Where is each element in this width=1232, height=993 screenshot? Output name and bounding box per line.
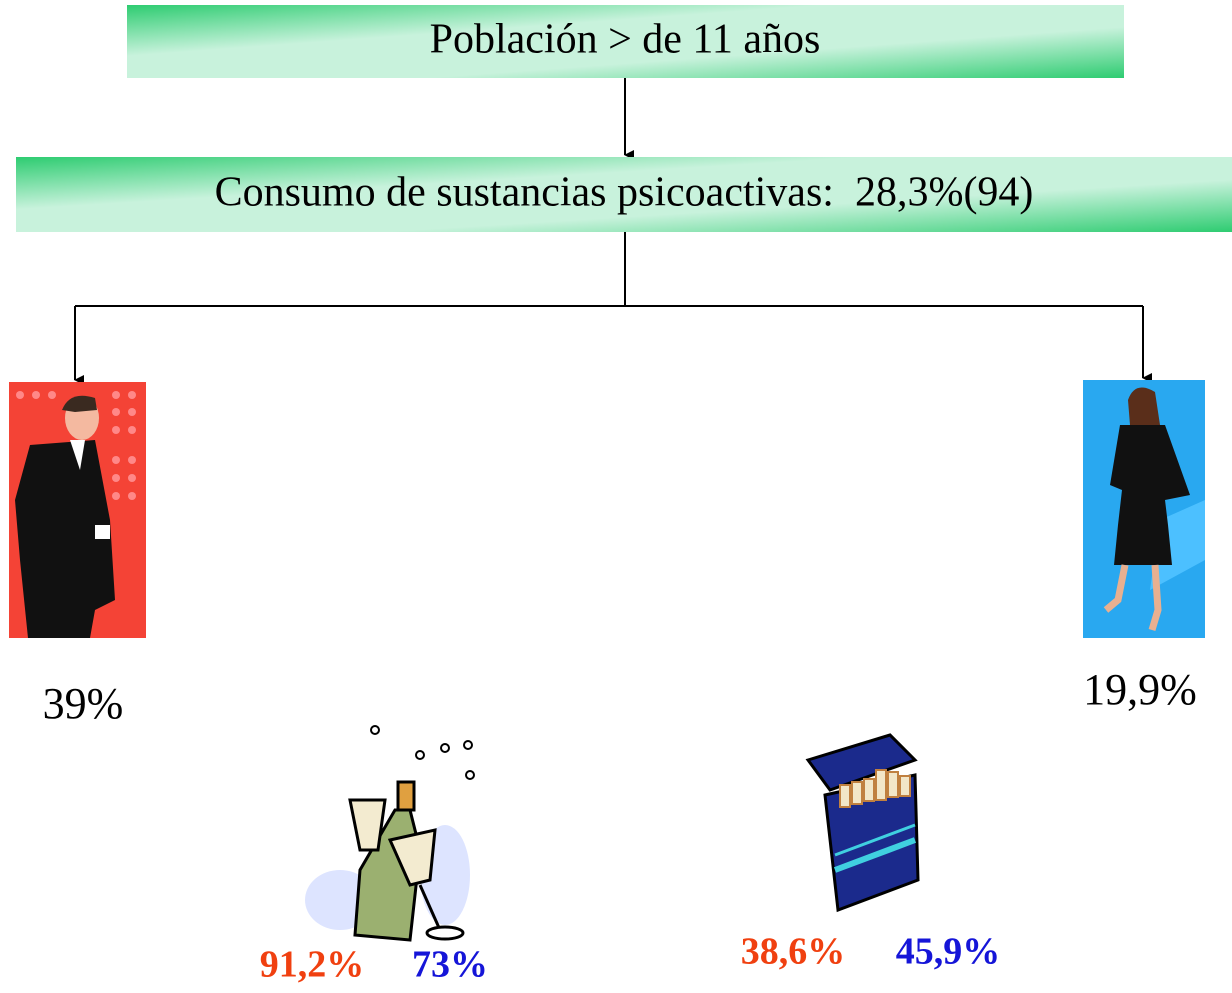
men-percent: 39%	[43, 679, 124, 728]
women-percent: 19,9%	[1083, 665, 1197, 714]
alcohol-women: 73%	[412, 944, 488, 986]
tobacco-image	[808, 735, 918, 910]
woman-image	[1083, 380, 1205, 638]
diagram: Población > de 11 años Consumo de sustan…	[0, 0, 1232, 993]
title: Población > de 11 años	[430, 17, 821, 63]
alcohol-image	[305, 726, 474, 940]
alcohol-men: 91,2%	[260, 944, 365, 986]
connector	[75, 232, 1143, 306]
tobacco-women: 45,9%	[896, 931, 1001, 973]
tobacco-men: 38,6%	[741, 931, 846, 973]
man-image	[9, 382, 146, 638]
consumption-label: Consumo de sustancias psicoactivas: 28,3…	[215, 170, 1034, 216]
